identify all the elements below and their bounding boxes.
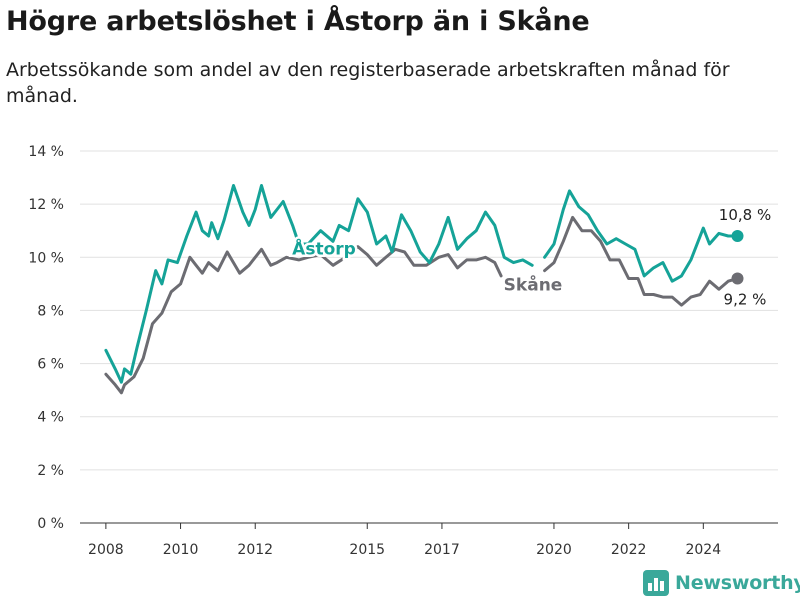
x-axis-ticks: 2008 2010 2012 2015 2017 2020 2022 2024 bbox=[88, 523, 721, 558]
x-tick-label: 2015 bbox=[349, 542, 385, 558]
grid-lines bbox=[80, 150, 778, 524]
series-label-astorp: Åstorp bbox=[292, 237, 356, 260]
bar-chart-logo-icon bbox=[643, 570, 669, 596]
y-tick-label: 0 % bbox=[37, 516, 64, 532]
brand-logo: Newsworthy bbox=[643, 568, 800, 598]
x-tick-label: 2012 bbox=[237, 542, 273, 558]
y-tick-label: 8 % bbox=[37, 303, 64, 319]
x-tick-label: 2008 bbox=[88, 542, 124, 558]
y-tick-label: 10 % bbox=[28, 250, 64, 266]
x-tick-label: 2022 bbox=[611, 542, 647, 558]
series-line-skane bbox=[104, 215, 739, 395]
y-tick-label: 4 % bbox=[37, 410, 64, 426]
series-label-skane: Skåne bbox=[504, 274, 563, 296]
series-lines bbox=[104, 184, 744, 395]
brand-name: Newsworthy bbox=[675, 572, 800, 594]
end-value-skane: 9,2 % bbox=[724, 291, 767, 309]
chart-subtitle: Arbetssökande som andel av den registerb… bbox=[6, 59, 730, 107]
x-tick-label: 2010 bbox=[163, 542, 199, 558]
y-tick-label: 2 % bbox=[37, 463, 64, 479]
series-line-astorp bbox=[104, 184, 739, 384]
chart-title: Högre arbetslöshet i Åstorp än i Skåne bbox=[6, 6, 590, 37]
end-value-astorp: 10,8 % bbox=[719, 206, 771, 224]
y-tick-label: 6 % bbox=[37, 357, 64, 373]
y-tick-label: 12 % bbox=[28, 197, 64, 213]
y-axis-ticks: 0 % 2 % 4 % 6 % 8 % 10 % 12 % 14 % bbox=[28, 144, 64, 532]
end-point-skane bbox=[731, 272, 744, 285]
end-point-astorp bbox=[731, 230, 744, 242]
y-tick-label: 14 % bbox=[28, 144, 64, 160]
series-labels: 10,8 % 9,2 % Åstorp Skåne bbox=[290, 206, 772, 309]
x-tick-label: 2017 bbox=[424, 542, 460, 558]
x-tick-label: 2020 bbox=[536, 542, 572, 558]
x-tick-label: 2024 bbox=[685, 542, 721, 558]
